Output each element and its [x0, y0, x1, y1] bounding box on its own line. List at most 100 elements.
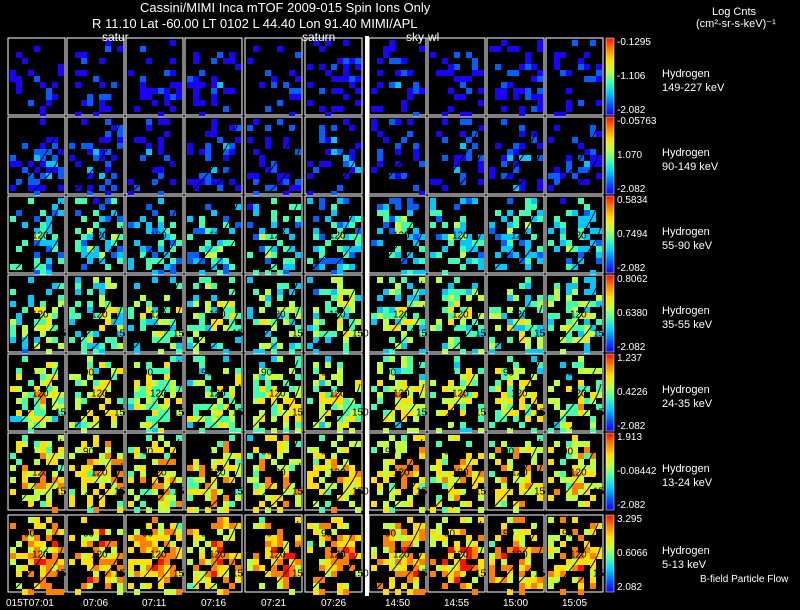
heatmap-panel: [368, 116, 427, 197]
heatmap-cell: [466, 465, 472, 471]
heatmap-cell: [478, 547, 484, 553]
heatmap-cell: [578, 398, 584, 404]
heatmap-cell: [34, 149, 40, 155]
heatmap-cell: [401, 529, 407, 535]
heatmap-cell: [395, 559, 401, 565]
heatmap-cell: [217, 240, 223, 246]
heatmap-cell: [495, 325, 501, 331]
heatmap-cell: [460, 222, 466, 228]
heatmap-cell: [295, 216, 301, 222]
heatmap-cell: [99, 185, 105, 191]
heatmap-cell: [343, 155, 349, 161]
heatmap-cell: [271, 386, 277, 392]
heatmap-cell: [578, 216, 584, 222]
heatmap-cell: [448, 577, 454, 583]
heatmap-cell: [331, 64, 337, 70]
heatmap-panel: [244, 37, 303, 118]
heatmap-cell: [146, 447, 152, 453]
heatmap-cell: [554, 125, 560, 131]
heatmap-cell: [81, 143, 87, 149]
heatmap-cell: [349, 82, 355, 88]
heatmap-panel: [184, 116, 243, 195]
heatmap-cell: [525, 204, 531, 210]
heatmap-cell: [325, 258, 331, 264]
heatmap-cell: [58, 258, 64, 264]
heatmap-cell: [235, 380, 241, 386]
heatmap-cell: [146, 319, 152, 325]
heatmap-cell: [58, 283, 64, 289]
heatmap-cell: [319, 234, 325, 240]
heatmap-cell: [87, 477, 93, 483]
heatmap-cell: [337, 277, 343, 283]
contour-label: 120: [570, 388, 587, 399]
heatmap-cell: [52, 368, 58, 374]
heatmap-cell: [448, 553, 454, 559]
heatmap-cell: [259, 428, 265, 434]
heatmap-cell: [75, 283, 81, 289]
contour-label: 150: [232, 487, 249, 498]
heatmap-cell: [170, 240, 176, 246]
heatmap-cell: [34, 489, 40, 495]
heatmap-cell: [513, 234, 519, 240]
heatmap-cell: [355, 64, 361, 70]
heatmap-cell: [343, 64, 349, 70]
heatmap-cell: [548, 319, 554, 325]
heatmap-cell: [531, 252, 537, 258]
heatmap-cell: [419, 435, 425, 441]
contour-line: [90, 225, 123, 272]
heatmap-cell: [489, 571, 495, 577]
heatmap-cell: [590, 529, 596, 535]
heatmap-cell: [389, 374, 395, 380]
heatmap-cell: [34, 155, 40, 161]
heatmap-cell: [81, 541, 87, 547]
heatmap-cell: [389, 216, 395, 222]
heatmap-cell: [307, 541, 313, 547]
contour-line: [494, 359, 541, 428]
heatmap-cell: [28, 501, 34, 507]
heatmap-cell: [105, 541, 111, 547]
heatmap-cell: [578, 301, 584, 307]
heatmap-cell: [46, 246, 52, 252]
contour-line: [149, 146, 182, 193]
heatmap-cell: [596, 386, 602, 392]
heatmap-cell: [448, 88, 454, 94]
heatmap-cell: [560, 234, 566, 240]
heatmap-cell: [75, 70, 81, 76]
heatmap-cell: [531, 131, 537, 137]
heatmap-cell: [419, 374, 425, 380]
heatmap-cell: [271, 398, 277, 404]
heatmap-cell: [331, 559, 337, 565]
heatmap-cell: [472, 380, 478, 386]
heatmap-cell: [460, 459, 466, 465]
heatmap-cell: [81, 553, 87, 559]
heatmap-cell: [466, 428, 472, 434]
heatmap-cell: [560, 337, 566, 343]
heatmap-cell: [525, 295, 531, 301]
heatmap-panel: [545, 353, 604, 434]
heatmap-cell: [548, 301, 554, 307]
heatmap-cell: [513, 547, 519, 553]
contour-line: [15, 438, 62, 507]
contour-line: [451, 225, 484, 272]
heatmap-cell: [16, 313, 22, 319]
heatmap-cell: [407, 404, 413, 410]
heatmap-cell: [436, 523, 442, 529]
heatmap-cell: [578, 252, 584, 258]
heatmap-cell: [531, 398, 537, 404]
heatmap-cell: [105, 161, 111, 167]
heatmap-cell: [454, 204, 460, 210]
heatmap-cell: [501, 398, 507, 404]
heatmap-cell: [289, 398, 295, 404]
heatmap-cell: [146, 380, 152, 386]
heatmap-cell: [158, 523, 164, 529]
heatmap-cell: [46, 313, 52, 319]
contour-line: [328, 544, 361, 591]
heatmap-cell: [395, 307, 401, 313]
heatmap-cell: [525, 577, 531, 583]
heatmap-cell: [343, 465, 349, 471]
heatmap-cell: [105, 198, 111, 204]
heatmap-cell: [40, 477, 46, 483]
heatmap-cell: [205, 416, 211, 422]
heatmap-cell: [478, 155, 484, 161]
heatmap-cell: [501, 577, 507, 583]
